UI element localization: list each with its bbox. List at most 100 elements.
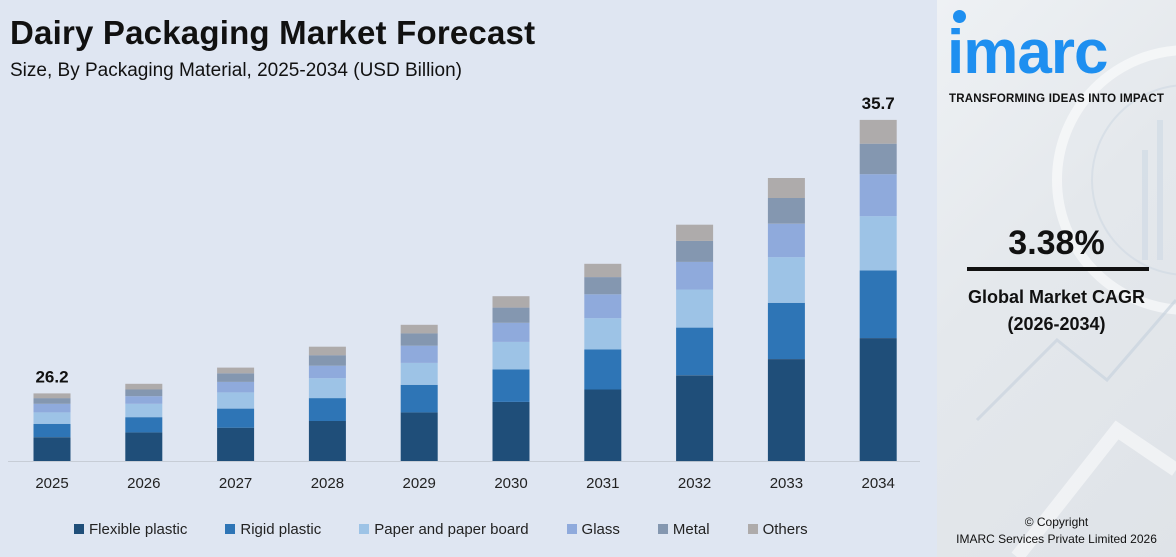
bar-segment-paper-and-paper-board-2027 xyxy=(217,392,255,409)
legend-swatch-glass xyxy=(566,524,577,534)
x-tick-label-2029: 2029 xyxy=(403,475,436,492)
side-panel: imarc TRANSFORMING IDEAS INTO IMPACT 3.3… xyxy=(937,0,1176,557)
legend-item-glass: Glass xyxy=(566,520,620,538)
x-tick-label-2028: 2028 xyxy=(311,475,344,492)
legend-label-paper-and-paper-board: Paper and paper board xyxy=(374,520,529,538)
chart-panel: Dairy Packaging Market Forecast Size, By… xyxy=(0,0,937,557)
copyright-line1: © Copyright xyxy=(1024,515,1089,529)
logo-tagline: TRANSFORMING IDEAS INTO IMPACT xyxy=(949,93,1165,105)
bar-segment-rigid-plastic-2030 xyxy=(492,369,530,402)
x-tick-label-2031: 2031 xyxy=(586,475,619,492)
chart-title: Dairy Packaging Market Forecast xyxy=(10,14,536,51)
legend-label-flexible-plastic: Flexible plastic xyxy=(89,520,188,538)
bar-segment-metal-2032 xyxy=(676,240,714,262)
bar-segment-glass-2034 xyxy=(859,174,897,217)
bar-segment-flexible-plastic-2031 xyxy=(584,389,622,461)
legend-label-others: Others xyxy=(762,520,808,538)
bar-segment-rigid-plastic-2032 xyxy=(676,327,714,376)
bar-segment-others-2034 xyxy=(859,119,897,144)
x-tick-label-2030: 2030 xyxy=(494,475,527,492)
total-label-2025: 26.2 xyxy=(35,367,68,386)
x-tick-label-2025: 2025 xyxy=(35,475,68,492)
cagr-value: 3.38% xyxy=(1008,224,1105,262)
bar-segment-metal-2034 xyxy=(859,143,897,175)
bar-segment-rigid-plastic-2025 xyxy=(33,423,71,438)
cagr-divider xyxy=(967,267,1149,271)
legend-item-others: Others xyxy=(747,520,808,538)
bar-segment-paper-and-paper-board-2026 xyxy=(125,403,163,418)
x-tick-label-2033: 2033 xyxy=(770,475,803,492)
bar-segment-others-2028 xyxy=(308,346,346,356)
legend-swatch-flexible-plastic xyxy=(74,524,84,534)
bar-segment-rigid-plastic-2034 xyxy=(859,270,897,338)
chart-plot: 2025 2026 2027 2028 2029 2030 2031 2032 2033 2034… xyxy=(8,94,920,492)
bar-segment-paper-and-paper-board-2029 xyxy=(400,362,438,385)
legend-swatch-metal xyxy=(657,524,668,534)
bar-segment-rigid-plastic-2027 xyxy=(217,408,255,428)
bar-segment-others-2025 xyxy=(33,393,71,399)
legend-swatch-rigid-plastic xyxy=(225,524,236,534)
bar-segment-paper-and-paper-board-2033 xyxy=(767,257,805,303)
bar-segment-flexible-plastic-2032 xyxy=(676,375,714,462)
bar-segment-flexible-plastic-2026 xyxy=(125,432,163,461)
bar-segment-flexible-plastic-2025 xyxy=(33,437,71,461)
background-decoration xyxy=(975,45,1176,557)
legend-label-rigid-plastic: Rigid plastic xyxy=(240,520,322,538)
chart-subtitle: Size, By Packaging Material, 2025-2034 (… xyxy=(10,60,462,81)
bar-segment-others-2027 xyxy=(217,367,255,374)
bar-segment-paper-and-paper-board-2030 xyxy=(492,341,530,370)
total-label-2034: 35.7 xyxy=(862,94,895,113)
bar-segment-others-2030 xyxy=(492,296,530,308)
x-tick-label-2026: 2026 xyxy=(127,475,160,492)
bar-segment-glass-2025 xyxy=(33,403,71,413)
x-tick-label-2027: 2027 xyxy=(219,475,252,492)
bar-segment-others-2026 xyxy=(125,383,163,390)
bar-segment-glass-2029 xyxy=(400,345,438,363)
bar-segment-metal-2025 xyxy=(33,398,71,404)
bar-segment-flexible-plastic-2030 xyxy=(492,401,530,461)
bar-segment-metal-2029 xyxy=(400,333,438,346)
copyright-line2: IMARC Services Private Limited 2026 xyxy=(956,532,1157,546)
bar-segment-others-2032 xyxy=(676,224,714,241)
legend-item-paper-and-paper-board: Paper and paper board xyxy=(359,520,529,538)
legend-item-rigid-plastic: Rigid plastic xyxy=(225,521,321,538)
bar-segment-metal-2031 xyxy=(584,277,622,295)
bar-segment-metal-2027 xyxy=(217,373,255,382)
x-tick-label-2034: 2034 xyxy=(862,475,895,492)
bar-segment-paper-and-paper-board-2034 xyxy=(859,216,897,271)
bar-segment-glass-2028 xyxy=(308,365,346,379)
x-tick-label-2032: 2032 xyxy=(678,475,711,492)
bar-segment-glass-2031 xyxy=(584,294,622,319)
bar-segment-glass-2026 xyxy=(125,396,163,404)
bar-segment-metal-2026 xyxy=(125,389,163,397)
cagr-label-line2: (2026-2034) xyxy=(1007,314,1106,334)
bar-segment-rigid-plastic-2029 xyxy=(400,384,438,413)
bar-segment-others-2033 xyxy=(767,178,805,198)
bar-segment-glass-2032 xyxy=(676,261,714,290)
bar-segment-glass-2030 xyxy=(492,322,530,342)
copyright: © Copyright IMARC Services Private Limit… xyxy=(937,514,1176,548)
logo-dot xyxy=(953,10,966,23)
legend-item-flexible-plastic: Flexible plastic xyxy=(74,521,187,538)
imarc-logo: imarc xyxy=(947,8,1176,108)
bar-segment-metal-2033 xyxy=(767,198,805,224)
bar-segment-rigid-plastic-2026 xyxy=(125,417,163,433)
legend-swatch-paper-and-paper-board xyxy=(359,524,370,534)
legend-swatch-others xyxy=(747,524,758,534)
bar-segment-flexible-plastic-2029 xyxy=(400,412,438,461)
bar-segment-rigid-plastic-2031 xyxy=(584,349,622,390)
logo-text: imarc xyxy=(947,18,1108,87)
cagr-label: Global Market CAGR (2026-2034) xyxy=(937,284,1176,338)
bar-segment-glass-2027 xyxy=(217,381,255,393)
bar-segment-paper-and-paper-board-2032 xyxy=(676,289,714,328)
bar-segment-flexible-plastic-2027 xyxy=(217,427,255,461)
legend-label-metal: Metal xyxy=(672,520,710,538)
bar-segment-glass-2033 xyxy=(767,223,805,258)
bar-segment-flexible-plastic-2028 xyxy=(308,421,346,461)
chart-legend: Flexible plastic Rigid plastic Paper and p… xyxy=(74,519,808,539)
bar-segment-metal-2028 xyxy=(308,355,346,366)
bar-segment-paper-and-paper-board-2025 xyxy=(33,412,71,424)
legend-label-glass: Glass xyxy=(581,520,620,538)
legend-item-metal: Metal xyxy=(657,520,710,538)
bar-segment-flexible-plastic-2033 xyxy=(767,359,805,461)
